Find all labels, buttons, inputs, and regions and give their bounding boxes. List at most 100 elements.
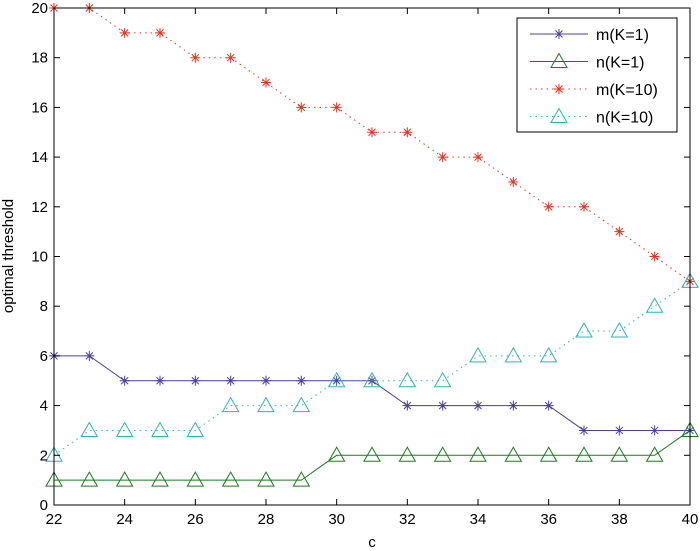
plot-marks [45,3,699,487]
y-tick-label: 0 [40,497,48,514]
data-point [151,421,169,437]
data-point [614,226,625,237]
data-point [508,400,519,411]
data-point [645,297,664,313]
data-point [296,375,307,386]
data-point [257,396,275,413]
data-point [473,400,483,411]
data-point [327,446,346,462]
series-n(K=1) [45,421,699,487]
data-point [437,400,448,411]
data-point [115,471,134,487]
y-tick-label: 4 [40,398,48,415]
legend-marker [550,52,568,68]
data-point [543,201,554,212]
data-point [115,421,134,437]
series-m(K=1) [49,350,695,436]
data-point [504,446,523,462]
data-point [579,425,589,436]
x-tick-label: 22 [46,511,63,528]
data-point [327,371,346,388]
series-line [54,430,691,481]
legend-marker [550,107,568,123]
data-point [186,421,205,437]
x-tick-label: 32 [399,511,416,528]
data-point [473,152,483,163]
data-point [433,371,452,388]
data-point [469,446,487,462]
data-point [80,471,99,487]
x-tick-label: 34 [470,511,487,528]
data-point [221,471,240,487]
data-point [296,102,307,113]
data-point [508,176,519,187]
data-point [469,346,487,363]
data-point [225,52,236,63]
data-point [437,152,448,163]
data-point [575,322,593,338]
data-point [579,201,589,212]
y-tick-label: 10 [31,249,48,266]
y-tick-label: 18 [31,50,48,67]
x-tick-label: 30 [328,511,345,528]
data-point [367,127,377,138]
data-point [292,396,311,413]
y-tick-label: 8 [40,298,48,315]
y-axis-label: optimal threshold [0,199,17,313]
data-point [614,425,625,436]
legend-label: m(K=1) [596,27,649,44]
x-tick-label: 38 [611,511,628,528]
data-point [398,446,417,462]
data-point [504,346,523,363]
data-point [119,375,130,386]
data-point [539,446,558,462]
series-n(K=10) [45,272,699,462]
data-point [610,446,629,462]
data-point [261,77,271,88]
data-point [398,371,417,388]
y-tick-label: 20 [31,0,48,17]
data-point [402,127,413,138]
legend-label: n(K=1) [596,55,644,72]
data-point [80,421,99,437]
data-point [575,446,593,462]
x-tick-label: 26 [187,511,204,528]
y-tick-label: 16 [31,99,48,116]
data-point [649,251,660,262]
y-tick-label: 6 [40,348,48,365]
data-point [402,400,413,411]
y-tick-label: 12 [31,199,48,216]
data-point [221,396,240,413]
series-line [53,280,691,456]
data-point [649,425,660,436]
data-point [331,375,342,386]
data-point [363,371,381,388]
data-point [225,375,236,386]
x-tick-label: 24 [116,511,133,528]
data-point [331,102,342,113]
legend-marker [554,84,564,94]
legend-marker [554,29,564,39]
data-point [119,27,130,38]
data-point [539,346,558,363]
data-point [151,471,169,487]
x-axis-label: c [368,534,376,551]
data-point [257,471,275,487]
legend: m(K=1) n(K=1) m(K=10) n(K=10) [516,17,678,133]
data-point [190,52,201,63]
y-tick-label: 14 [31,149,48,166]
data-point [433,446,452,462]
x-tick-label: 28 [258,511,275,528]
data-point [292,471,311,487]
data-point [190,375,201,386]
data-point [610,322,629,338]
data-point [186,471,205,487]
legend-box [516,17,678,133]
data-point [155,27,165,38]
legend-label: m(K=10) [596,82,658,99]
data-point [363,446,381,462]
data-point [84,350,95,361]
series-line [54,355,690,431]
